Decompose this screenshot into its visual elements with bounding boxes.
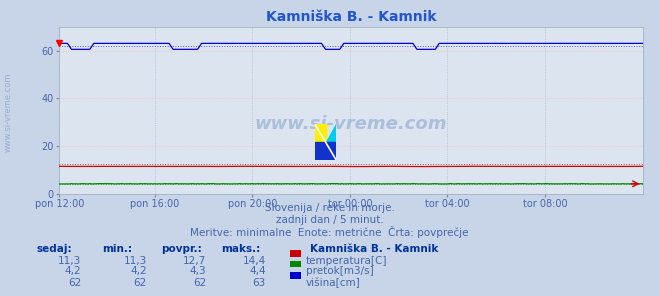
- Text: min.:: min.:: [102, 244, 132, 254]
- Text: 62: 62: [134, 278, 147, 288]
- Text: 14,4: 14,4: [243, 256, 266, 266]
- Text: 63: 63: [252, 278, 266, 288]
- Bar: [315, 124, 326, 142]
- Text: sedaj:: sedaj:: [36, 244, 72, 254]
- Text: pretok[m3/s]: pretok[m3/s]: [306, 266, 374, 276]
- Text: Kamniška B. - Kamnik: Kamniška B. - Kamnik: [310, 244, 438, 254]
- Polygon shape: [326, 124, 336, 142]
- Text: www.si-vreme.com: www.si-vreme.com: [3, 73, 13, 152]
- Text: 11,3: 11,3: [58, 256, 81, 266]
- Text: 4,3: 4,3: [190, 266, 206, 276]
- Text: Meritve: minimalne  Enote: metrične  Črta: povprečje: Meritve: minimalne Enote: metrične Črta:…: [190, 226, 469, 239]
- Text: maks.:: maks.:: [221, 244, 260, 254]
- Text: temperatura[C]: temperatura[C]: [306, 256, 387, 266]
- Text: 62: 62: [68, 278, 81, 288]
- Text: zadnji dan / 5 minut.: zadnji dan / 5 minut.: [275, 215, 384, 225]
- Text: 4,4: 4,4: [249, 266, 266, 276]
- Bar: [315, 142, 336, 160]
- Text: višina[cm]: višina[cm]: [306, 278, 360, 288]
- Text: Slovenija / reke in morje.: Slovenija / reke in morje.: [264, 203, 395, 213]
- Text: 12,7: 12,7: [183, 256, 206, 266]
- Title: Kamniška B. - Kamnik: Kamniška B. - Kamnik: [266, 10, 436, 24]
- Text: povpr.:: povpr.:: [161, 244, 202, 254]
- Text: 4,2: 4,2: [130, 266, 147, 276]
- Text: 11,3: 11,3: [124, 256, 147, 266]
- Text: 62: 62: [193, 278, 206, 288]
- Text: 4,2: 4,2: [65, 266, 81, 276]
- Text: www.si-vreme.com: www.si-vreme.com: [254, 115, 447, 133]
